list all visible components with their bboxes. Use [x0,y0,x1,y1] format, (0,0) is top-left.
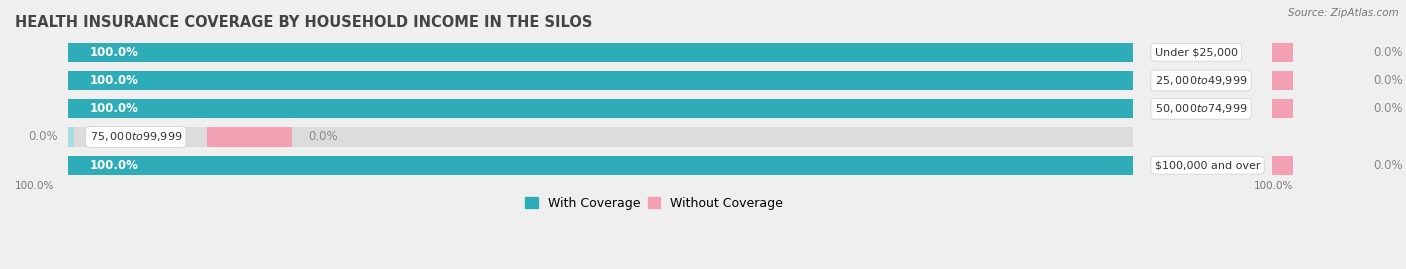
Text: 100.0%: 100.0% [90,74,138,87]
Bar [69,99,1133,118]
Bar [69,155,1133,175]
Text: 0.0%: 0.0% [1374,46,1403,59]
Text: 0.0%: 0.0% [308,130,337,143]
Bar [69,155,1133,175]
Text: Under $25,000: Under $25,000 [1154,47,1237,57]
Bar [1272,43,1357,62]
Text: 100.0%: 100.0% [1254,181,1294,191]
Legend: With Coverage, Without Coverage: With Coverage, Without Coverage [520,192,789,215]
Text: $50,000 to $74,999: $50,000 to $74,999 [1154,102,1247,115]
Bar [1272,71,1357,90]
Text: 100.0%: 100.0% [15,181,55,191]
Bar [69,43,1133,62]
Bar [69,127,73,147]
Text: $100,000 and over: $100,000 and over [1154,160,1260,170]
Text: 100.0%: 100.0% [90,102,138,115]
Text: 100.0%: 100.0% [90,46,138,59]
Text: Source: ZipAtlas.com: Source: ZipAtlas.com [1288,8,1399,18]
Bar [69,71,1133,90]
Bar [207,127,292,147]
Text: 0.0%: 0.0% [1374,159,1403,172]
Text: $25,000 to $49,999: $25,000 to $49,999 [1154,74,1247,87]
Text: $75,000 to $99,999: $75,000 to $99,999 [90,130,181,143]
Text: 0.0%: 0.0% [1374,102,1403,115]
Bar [69,127,1133,147]
Bar [69,43,1133,62]
Text: 0.0%: 0.0% [1374,74,1403,87]
Bar [1272,155,1357,175]
Text: 100.0%: 100.0% [90,159,138,172]
Bar [69,99,1133,118]
Text: 0.0%: 0.0% [28,130,58,143]
Bar [69,71,1133,90]
Text: HEALTH INSURANCE COVERAGE BY HOUSEHOLD INCOME IN THE SILOS: HEALTH INSURANCE COVERAGE BY HOUSEHOLD I… [15,15,592,30]
Bar [1272,99,1357,118]
